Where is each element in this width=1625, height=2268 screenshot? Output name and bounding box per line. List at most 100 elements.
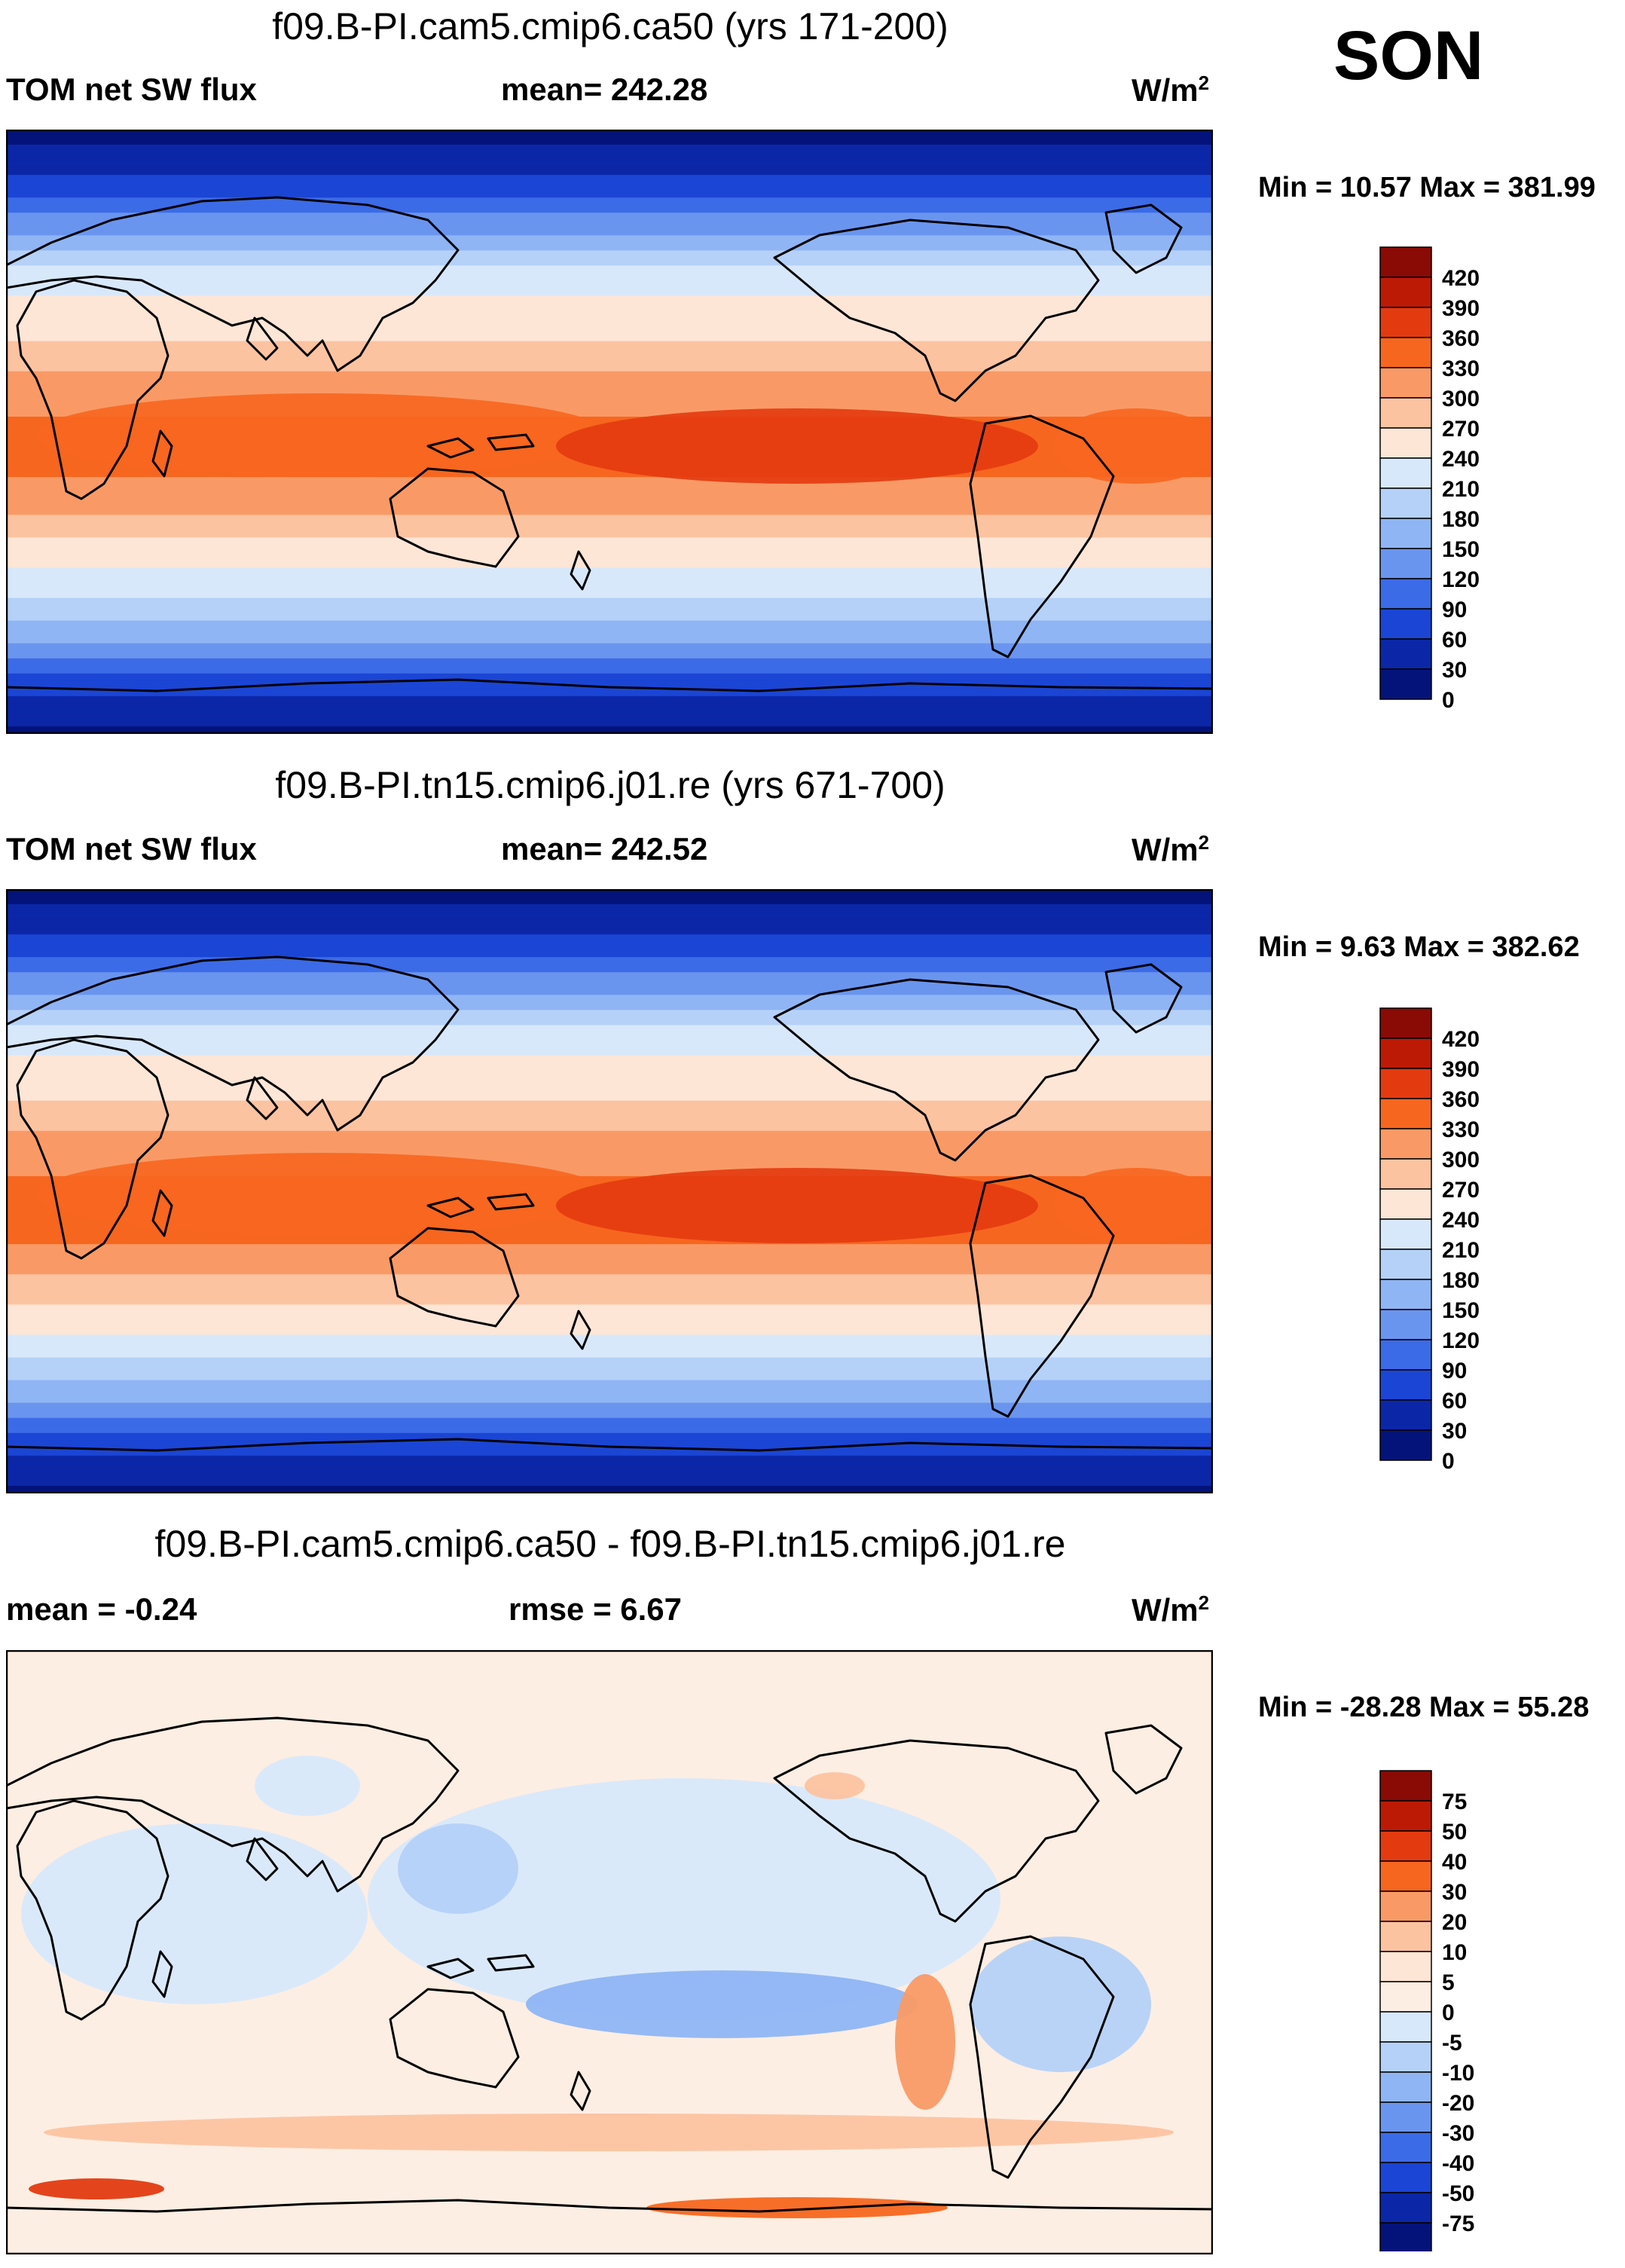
panel1-title: f09.B-PI.cam5.cmip6.ca50 (yrs 171-200) [272,5,948,47]
zonal-band [6,1387,1213,1396]
colorbar-tick-label: 420 [1442,266,1480,291]
zonal-band [6,1282,1213,1291]
coastline [487,1954,535,1972]
zonal-band [6,665,1213,674]
flux-maximum [36,1153,609,1236]
colorbar-tick-label: 360 [1442,326,1480,351]
zonal-band [6,1432,1213,1441]
zonal-band [6,927,1213,936]
zonal-band [6,718,1213,727]
coastline [969,414,1115,659]
zonal-band [6,567,1213,576]
colorbar-tick-label: 75 [1442,1790,1467,1814]
colorbar-tick-label: 330 [1442,356,1480,381]
colorbar-tick-label: 150 [1442,1298,1480,1323]
colorbar-tick-label: 300 [1442,387,1480,411]
zonal-band [6,560,1213,569]
zonal-band [6,545,1213,554]
coastline [570,1310,591,1350]
colorbar-box [1379,1830,1432,1862]
zonal-band [6,197,1213,206]
panel2-mean: mean= 242.52 [501,831,708,867]
zonal-band [6,1017,1213,1026]
panel2-title: f09.B-PI.tn15.cmip6.j01.re (yrs 671-700) [275,764,945,806]
coastline [151,429,173,478]
zonal-band [6,695,1213,705]
zonal-band [6,1093,1213,1102]
colorbar-box [1379,397,1432,429]
colorbar-tick-label: 0 [1442,1449,1455,1474]
colorbar-box [1379,2041,1432,2073]
zonal-band [6,1312,1213,1321]
colorbar-tick-label: 270 [1442,1178,1480,1203]
zonal-band [6,1047,1213,1056]
zonal-band [6,1252,1213,1261]
zonal-band [6,964,1213,974]
panel3-rmse: rmse = 6.67 [509,1591,683,1627]
coastline [6,1716,460,1893]
coastline [426,1197,475,1218]
zonal-band [6,957,1213,966]
zonal-band [6,1289,1213,1298]
zonal-band [6,378,1213,387]
zonal-band [6,515,1213,524]
colorbar-tick-label: -20 [1442,2091,1474,2116]
panel3-minmax: Min = -28.28 Max = 55.28 [1258,1692,1590,1723]
zonal-band [6,273,1213,282]
colorbar-tick-label: 120 [1442,1328,1480,1353]
zonal-band [6,1123,1213,1132]
colorbar-box [1379,1098,1432,1129]
zonal-band [6,1236,1213,1246]
panel1-minmax: Min = 10.57 Max = 381.99 [1258,172,1596,203]
colorbar-box [1379,1951,1432,1982]
zonal-band [6,1372,1213,1381]
zonal-band [6,522,1213,531]
colorbar-tick-label: 210 [1442,477,1480,502]
zonal-band [6,167,1213,176]
colorbar-box [1379,2011,1432,2043]
zonal-band [6,1040,1213,1049]
colorbar-box [1379,488,1432,519]
zonal-band [6,598,1213,607]
coastline [6,2199,1213,2213]
zonal-band [6,726,1213,734]
zonal-band [6,1478,1213,1487]
panel1-map [6,130,1213,734]
zonal-band [6,1334,1213,1343]
zonal-band [6,205,1213,214]
colorbar-tick-label: 210 [1442,1238,1480,1263]
diff-patch [646,2197,948,2218]
zonal-band [6,371,1213,380]
zonal-band [6,688,1213,697]
colorbar-tick-label: 40 [1442,1850,1467,1875]
flux-maximum [36,393,609,476]
coastline [16,1799,170,2021]
zonal-band [6,680,1213,689]
flux-maximum [556,408,1038,484]
colorbar-box [1379,1158,1432,1190]
colorbar-box [1379,1921,1432,1952]
colorbar-tick-label: 150 [1442,537,1480,562]
colorbar-box [1379,1007,1432,1039]
diff-patch [44,2114,1174,2151]
zonal-band [6,1440,1213,1449]
coastline [389,1988,520,2089]
coastline [487,433,535,451]
zonal-band [6,537,1213,546]
coastline [969,1174,1115,1418]
zonal-band [6,1085,1213,1094]
colorbar-tick-label: 5 [1442,1970,1455,1995]
zonal-band [6,220,1213,229]
zonal-band [6,1470,1213,1479]
colorbar-box [1379,2222,1432,2251]
panel3-mean: mean = -0.24 [6,1591,197,1627]
colorbar-box [1379,1369,1432,1401]
zonal-band [6,552,1213,561]
zonal-band [6,1297,1213,1306]
zonal-band [6,703,1213,712]
zonal-band [6,673,1213,682]
zonal-band [6,1138,1213,1147]
zonal-band [6,980,1213,989]
diff-patch [526,1970,918,2038]
colorbar-box [1379,608,1432,640]
